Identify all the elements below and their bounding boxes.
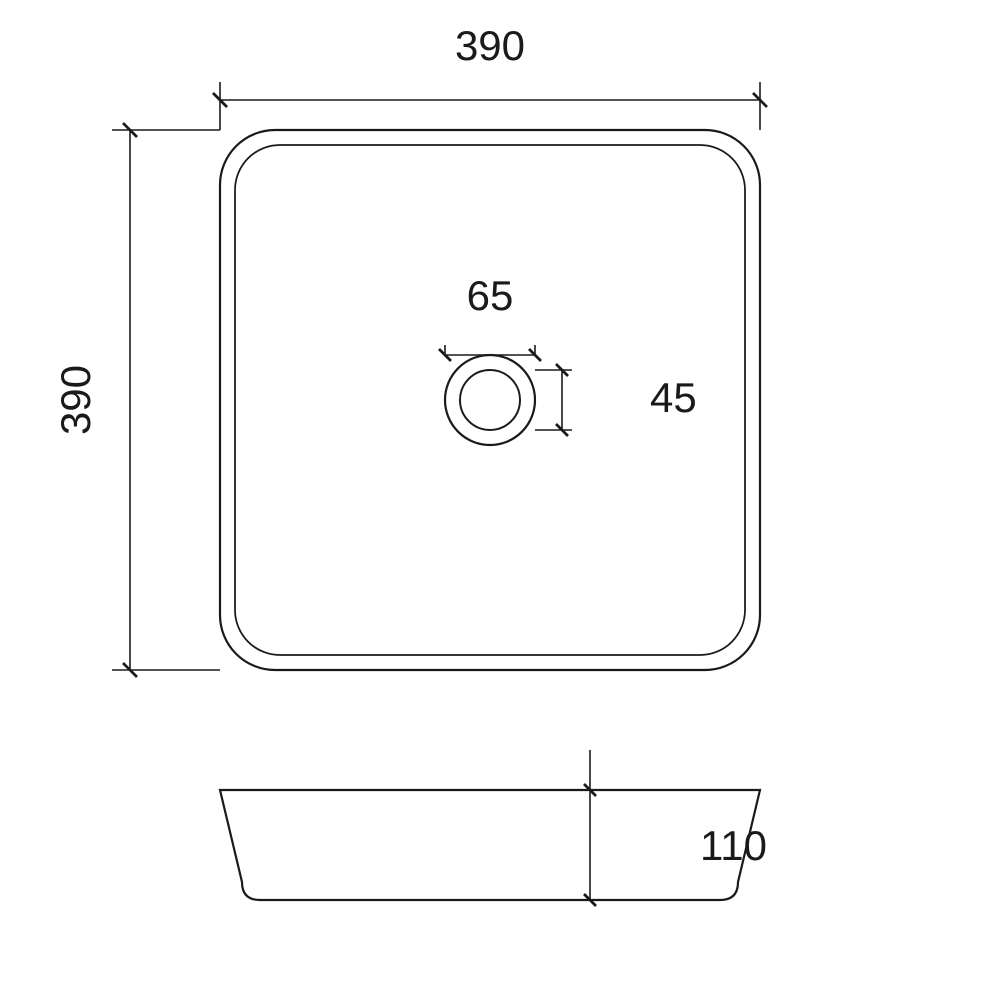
drain-inner bbox=[460, 370, 520, 430]
dim-drain-65: 65 bbox=[467, 272, 514, 319]
dim-width-top: 390 bbox=[455, 22, 525, 69]
dim-height-110: 110 bbox=[700, 822, 767, 869]
dim-drain-45: 45 bbox=[650, 374, 697, 421]
drain-outer bbox=[445, 355, 535, 445]
basin-side-profile bbox=[220, 790, 760, 900]
technical-drawing: 390 390 65 45 110 bbox=[0, 0, 1000, 1000]
dim-height-left: 390 bbox=[52, 365, 99, 435]
